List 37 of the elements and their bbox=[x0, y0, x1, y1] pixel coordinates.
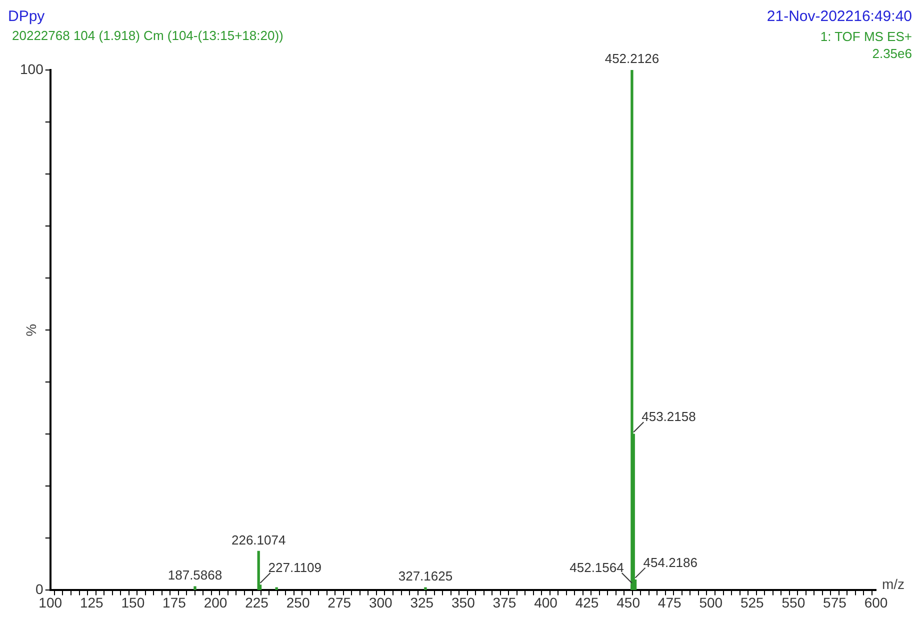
x-tick-label: 125 bbox=[80, 594, 104, 610]
x-tick-label: 575 bbox=[823, 594, 847, 610]
x-axis-title: m/z bbox=[882, 576, 905, 592]
annotation: 327.1625 bbox=[398, 568, 453, 584]
x-tick-label: 325 bbox=[410, 594, 434, 610]
chart-title: DPpy bbox=[8, 8, 45, 25]
text: 21-Nov-202216:49:40 bbox=[766, 8, 912, 25]
annotation: 227.1109 bbox=[268, 560, 322, 576]
x-tick-label: 250 bbox=[286, 594, 310, 610]
x-tick-label: 150 bbox=[121, 594, 145, 610]
x-tick-label: 275 bbox=[328, 594, 352, 610]
annotation: 452.1564 bbox=[570, 560, 624, 576]
x-tick-label: 350 bbox=[452, 594, 476, 610]
x-tick-label: 500 bbox=[699, 594, 723, 610]
x-tick-label: 450 bbox=[616, 594, 640, 610]
chart-subtitle: 20222768 104 (1.918) Cm (104-(13:15+18:20)) bbox=[12, 28, 284, 43]
x-tick-label: 200 bbox=[204, 594, 228, 610]
y-axis-title: % bbox=[23, 324, 40, 336]
x-tick-label: 550 bbox=[782, 594, 806, 610]
x-tick-label: 525 bbox=[740, 594, 764, 610]
annotation: 454.2186 bbox=[643, 554, 698, 570]
text: 1: TOF MS ES+ bbox=[820, 28, 912, 45]
annotation: 452.2126 bbox=[604, 51, 660, 66]
x-tick-label: 475 bbox=[658, 594, 682, 610]
x-tick-label: 225 bbox=[245, 594, 269, 610]
bar bbox=[424, 587, 427, 590]
annotation: 226.1074 bbox=[231, 532, 286, 548]
annotation: 453.2158 bbox=[642, 409, 696, 424]
x-tick-label: 300 bbox=[368, 594, 393, 610]
x-tick-label: 600 bbox=[864, 594, 888, 610]
x-tick-label: 425 bbox=[575, 594, 599, 610]
x-tick-label: 375 bbox=[492, 594, 516, 610]
x-tick-label: 175 bbox=[162, 594, 186, 610]
text: 2.35e6 bbox=[871, 45, 912, 62]
annotation: 187.5868 bbox=[168, 568, 222, 583]
x-tick-label: 400 bbox=[534, 594, 558, 610]
bar bbox=[194, 586, 196, 590]
